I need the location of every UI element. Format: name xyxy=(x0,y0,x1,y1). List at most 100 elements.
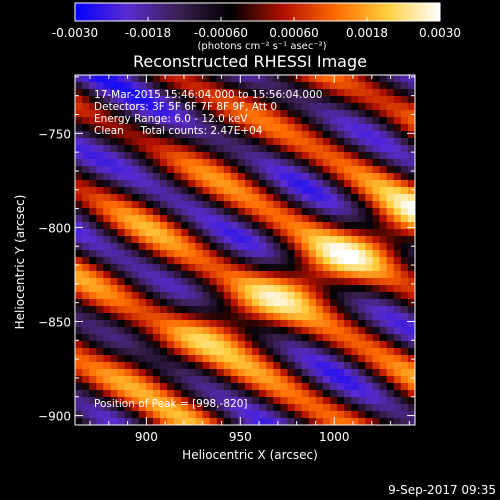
heatmap-cell xyxy=(188,110,197,118)
heatmap-cell xyxy=(209,131,218,139)
heatmap-cell xyxy=(96,341,104,349)
heatmap-cell xyxy=(330,285,338,293)
heatmap-cell xyxy=(365,383,374,391)
heatmap-cell xyxy=(152,264,161,272)
heatmap-cell xyxy=(259,299,267,307)
heatmap-cell xyxy=(167,383,175,391)
heatmap-cell xyxy=(308,215,317,223)
heatmap-cell xyxy=(188,131,197,139)
heatmap-cell xyxy=(223,138,232,146)
heatmap-cell xyxy=(223,250,232,258)
heatmap-cell xyxy=(351,194,359,202)
heatmap-cell xyxy=(160,173,168,181)
heatmap-cell xyxy=(103,103,112,111)
y-tick-label: −750 xyxy=(38,127,71,141)
x-axis-label: Heliocentric X (arcsec) xyxy=(182,448,318,462)
heatmap-cell xyxy=(188,187,197,195)
heatmap-cell xyxy=(393,334,402,342)
heatmap-cell xyxy=(301,264,310,272)
heatmap-cell xyxy=(358,383,367,391)
heatmap-cell xyxy=(131,250,140,258)
heatmap-cell xyxy=(223,110,232,118)
heatmap-cell xyxy=(358,376,367,384)
heatmap-cell xyxy=(188,369,197,377)
heatmap-cell xyxy=(330,236,338,244)
heatmap-cell xyxy=(315,159,324,167)
heatmap-cell xyxy=(252,355,260,363)
heatmap-cell xyxy=(344,278,352,286)
heatmap-cell xyxy=(386,166,395,174)
heatmap-cell xyxy=(138,138,147,146)
heatmap-cell xyxy=(280,264,289,272)
heatmap-cell xyxy=(365,82,374,90)
heatmap-cell xyxy=(337,243,345,251)
heatmap-cell xyxy=(330,404,338,412)
heatmap-cell xyxy=(407,82,415,90)
heatmap-cell xyxy=(223,334,232,342)
heatmap-cell xyxy=(301,278,310,286)
heatmap-cell xyxy=(280,145,289,153)
heatmap-cell xyxy=(124,397,133,405)
heatmap-cell xyxy=(110,411,119,419)
heatmap-cell xyxy=(117,208,126,216)
heatmap-cell xyxy=(230,362,239,370)
heatmap-cell xyxy=(117,418,126,425)
heatmap-cell xyxy=(407,397,415,405)
heatmap-cell xyxy=(315,299,324,307)
heatmap-cell xyxy=(372,103,381,111)
heatmap-cell xyxy=(209,75,218,83)
heatmap-cell xyxy=(308,110,317,118)
heatmap-cell xyxy=(344,96,352,104)
heatmap-cell xyxy=(407,390,415,398)
heatmap-cell xyxy=(145,257,154,265)
heatmap-cell xyxy=(294,201,303,209)
heatmap-cell xyxy=(237,152,246,160)
heatmap-cell xyxy=(237,355,246,363)
heatmap-cell xyxy=(379,243,388,251)
heatmap-cell xyxy=(188,334,197,342)
heatmap-cell xyxy=(75,103,83,111)
heatmap-cell xyxy=(330,103,338,111)
heatmap-cell xyxy=(252,152,260,160)
heatmap-cell xyxy=(365,222,374,230)
heatmap-cell xyxy=(308,159,317,167)
heatmap-cell xyxy=(216,82,225,90)
heatmap-cell xyxy=(379,124,388,132)
heatmap-cell xyxy=(330,152,338,160)
heatmap-cell xyxy=(273,362,282,370)
heatmap-cell xyxy=(287,327,296,335)
heatmap-cell xyxy=(195,341,204,349)
heatmap-cell xyxy=(181,131,189,139)
heatmap-cell xyxy=(145,348,154,356)
heatmap-cell xyxy=(152,299,161,307)
heatmap-cell xyxy=(379,320,388,328)
heatmap-cell xyxy=(174,117,182,125)
heatmap-cell xyxy=(103,89,112,97)
heatmap-cell xyxy=(82,124,90,132)
heatmap-cell xyxy=(372,173,381,181)
heatmap-cell xyxy=(358,334,367,342)
heatmap-cell xyxy=(273,397,282,405)
colorbar-label: (photons cm⁻² s⁻¹ asec⁻²) xyxy=(197,41,326,52)
heatmap-cell xyxy=(110,292,119,300)
heatmap-cell xyxy=(386,201,395,209)
heatmap-cell xyxy=(75,180,83,188)
heatmap-cell xyxy=(202,208,211,216)
heatmap-cell xyxy=(110,96,119,104)
colorbar-tick-label: -0.0030 xyxy=(52,26,98,40)
heatmap-cell xyxy=(379,264,388,272)
heatmap-cell xyxy=(301,397,310,405)
heatmap-cell xyxy=(145,208,154,216)
heatmap-cell xyxy=(372,327,381,335)
heatmap-cell xyxy=(308,271,317,279)
heatmap-cell xyxy=(400,285,409,293)
heatmap-cell xyxy=(223,201,232,209)
heatmap-cell xyxy=(308,173,317,181)
heatmap-cell xyxy=(89,292,97,300)
heatmap-cell xyxy=(358,327,367,335)
heatmap-cell xyxy=(400,138,409,146)
heatmap-cell xyxy=(294,306,303,314)
heatmap-cell xyxy=(152,243,161,251)
heatmap-cell xyxy=(202,355,211,363)
heatmap-cell xyxy=(407,180,415,188)
